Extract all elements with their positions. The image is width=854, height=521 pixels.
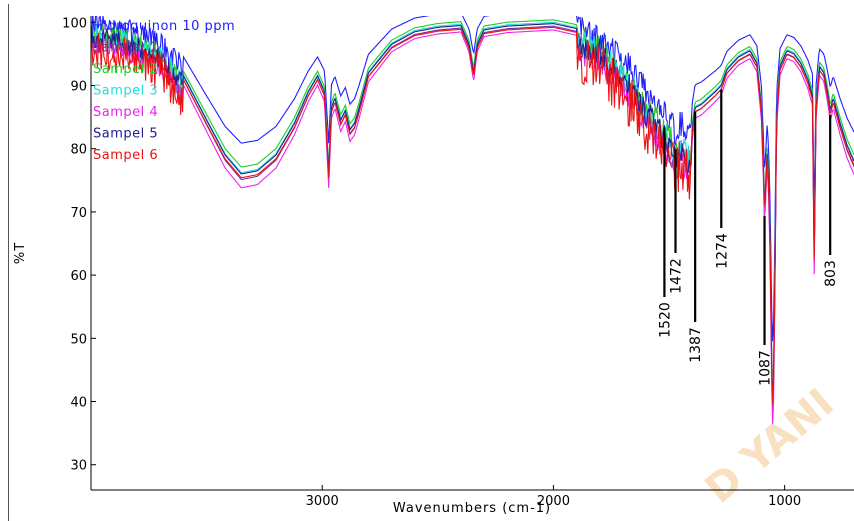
peak-label: 1472 bbox=[669, 258, 685, 294]
peak-label: 1274 bbox=[714, 233, 730, 269]
peak-label: 1387 bbox=[688, 327, 704, 363]
y-tick-label: 60 bbox=[70, 269, 87, 284]
series-layer bbox=[91, 16, 854, 425]
watermark: D YANI bbox=[697, 380, 843, 513]
legend-entry: Sampel 4 bbox=[93, 105, 158, 120]
legend-entry: Hidroquinon 10 ppm bbox=[93, 19, 235, 34]
series-line-3 bbox=[91, 21, 854, 398]
y-tick-label: 100 bbox=[62, 16, 87, 31]
legend-entry: Sampel 6 bbox=[93, 148, 158, 163]
y-tick-label: 90 bbox=[70, 80, 87, 95]
legend-entry: Sampel 1 bbox=[93, 41, 158, 56]
x-axis-title: Wavenumbers (cm-1) bbox=[393, 501, 551, 516]
y-tick-label: 80 bbox=[70, 143, 87, 158]
legend-entry: Sampel 5 bbox=[93, 127, 158, 142]
y-tick-label: 50 bbox=[70, 332, 87, 347]
series-line-4 bbox=[91, 29, 854, 425]
legend: Hidroquinon 10 ppm Sampel 1 Sampel 2 Sampel… bbox=[93, 19, 235, 163]
series-line-5 bbox=[91, 23, 854, 400]
legend-entry: Sampel 3 bbox=[93, 84, 158, 99]
y-tick-label: 70 bbox=[70, 206, 87, 221]
x-tick-label: 2000 bbox=[537, 494, 570, 509]
series-line-2 bbox=[91, 19, 854, 388]
y-tick-label: 40 bbox=[70, 396, 87, 411]
axis-layer: 30 40 50 60 70 80 90 100 3000 2000 1000 bbox=[62, 16, 801, 509]
legend-entry: Sampel 2 bbox=[93, 62, 158, 77]
y-tick-label: 30 bbox=[70, 459, 87, 474]
y-axis-title: %T bbox=[13, 242, 28, 264]
series-line-0 bbox=[91, 16, 854, 342]
peak-label: 1087 bbox=[758, 350, 774, 386]
series-line-6 bbox=[91, 26, 854, 403]
peak-label: 1520 bbox=[657, 302, 673, 338]
peak-label: 803 bbox=[823, 260, 839, 287]
x-tick-label: 3000 bbox=[306, 494, 339, 509]
peak-annotations: 1520 1472 1387 1274 1087 803 bbox=[657, 89, 839, 386]
series-line-1 bbox=[91, 25, 854, 410]
x-tick-label: 1000 bbox=[768, 494, 801, 509]
